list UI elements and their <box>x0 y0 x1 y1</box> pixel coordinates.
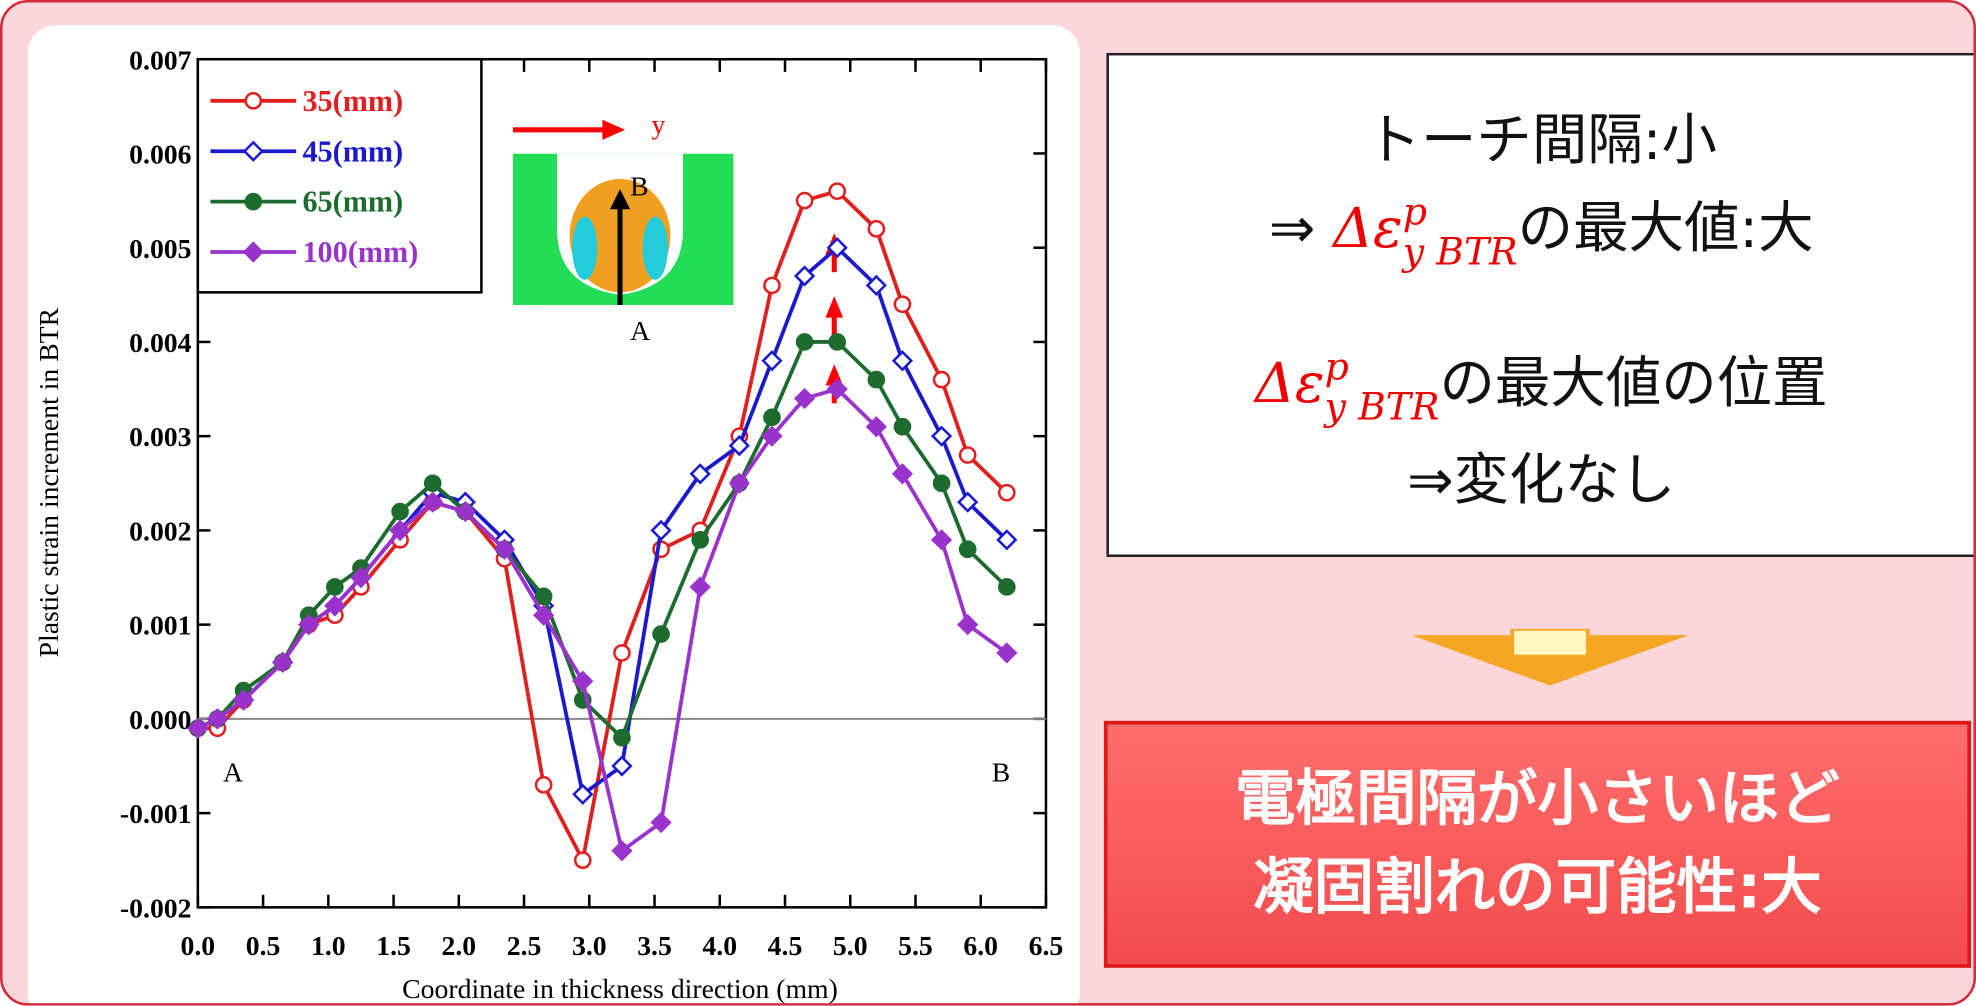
x-tick-label: 0.0 <box>181 930 216 961</box>
marker <box>393 504 408 519</box>
marker <box>425 476 440 491</box>
superscript: p <box>1403 193 1518 233</box>
marker <box>693 532 708 547</box>
y-tick-label: 0.002 <box>129 515 191 546</box>
inset-label: B <box>630 170 649 201</box>
x-tick-label: 3.0 <box>572 930 607 961</box>
marker <box>653 627 668 642</box>
x-tick-label: 6.0 <box>963 930 998 961</box>
marker <box>830 334 845 349</box>
legend-label: 65(mm) <box>302 185 403 219</box>
finding-text: ⇒変化なし <box>1407 435 1675 516</box>
y-axis-label: Plastic strain increment in BTR <box>33 307 64 657</box>
x-tick-label: 5.5 <box>898 930 933 961</box>
x-tick-label: 3.5 <box>637 930 672 961</box>
x-tick-label: 4.5 <box>768 930 803 961</box>
y-tick-label: 0.007 <box>129 44 192 75</box>
marker <box>691 578 709 596</box>
marker <box>933 427 951 445</box>
text: の最大値の位置 <box>1439 352 1827 416</box>
x-tick-label: 5.0 <box>833 930 868 961</box>
finding-text: トーチ間隔:小 <box>1366 95 1717 176</box>
x-tick-label: 0.5 <box>246 930 281 961</box>
marker <box>614 730 629 745</box>
marker <box>797 334 812 349</box>
marker <box>933 531 951 549</box>
inset-zone <box>643 217 668 280</box>
y-tick-label: -0.002 <box>120 892 192 923</box>
arrow <box>825 296 843 317</box>
legend-label: 35(mm) <box>302 84 403 118</box>
legend-marker <box>246 93 261 108</box>
marker <box>536 777 551 792</box>
y-tick-label: 0.004 <box>129 327 192 358</box>
text: ⇒ <box>1269 197 1333 261</box>
marker <box>960 447 975 462</box>
y-tick-label: 0.001 <box>129 610 191 641</box>
down-arrow <box>1411 629 1688 692</box>
marker <box>894 465 912 483</box>
marker <box>869 372 884 387</box>
legend-label: 45(mm) <box>302 134 403 168</box>
marker <box>934 372 949 387</box>
slide: Plastic strain increment in BTR Coordina… <box>0 0 1976 1006</box>
finding-text: Δεpy BTRの最大値の位置 <box>1255 338 1828 427</box>
x-tick-label: 1.0 <box>311 930 346 961</box>
inset: y B A <box>513 109 734 347</box>
marker <box>764 410 779 425</box>
subscript: y BTR <box>1325 388 1440 428</box>
conclusion-text: 凝固割れの可能性:大 <box>1253 844 1822 932</box>
point-label: B <box>992 756 1011 787</box>
marker <box>894 352 912 370</box>
y-tick-label: 0.003 <box>129 421 191 452</box>
superscript: p <box>1325 348 1440 388</box>
y-tick-label: 0.000 <box>129 704 191 735</box>
marker <box>999 579 1014 594</box>
marker <box>764 278 779 293</box>
y-tick-label: 0.005 <box>129 233 191 264</box>
series-line <box>198 248 1007 795</box>
arrow-shape <box>1512 629 1588 657</box>
legend-label: 100(mm) <box>302 235 418 269</box>
marker <box>895 297 910 312</box>
x-axis-label: Coordinate in thickness direction (mm) <box>402 973 838 1004</box>
series-line <box>198 342 1007 738</box>
marker <box>536 589 551 604</box>
marker <box>763 352 781 370</box>
marker <box>830 184 845 199</box>
marker <box>575 853 590 868</box>
x-tick-label: 2.0 <box>441 930 476 961</box>
inset-label: A <box>630 315 650 346</box>
conclusion-box: 電極間隔が小さいほど 凝固割れの可能性:大 <box>1104 721 1971 968</box>
y-tick-label: 0.006 <box>129 139 192 170</box>
inset-label: y <box>652 109 666 140</box>
marker <box>327 579 342 594</box>
conclusion-text: 電極間隔が小さいほど <box>1235 757 1840 845</box>
x-tick-label: 4.0 <box>702 930 737 961</box>
marker <box>934 476 949 491</box>
marker <box>869 221 884 236</box>
legend-marker <box>246 194 261 209</box>
x-tick-label: 6.5 <box>1029 930 1064 961</box>
inset-zone <box>572 217 597 280</box>
marker <box>614 645 629 660</box>
point-label: A <box>223 756 243 787</box>
subscript: y BTR <box>1403 233 1518 273</box>
marker <box>999 485 1014 500</box>
x-tick-label: 2.5 <box>507 930 542 961</box>
marker <box>960 542 975 557</box>
text: の最大値:大 <box>1518 197 1814 261</box>
x-tick-label: 1.5 <box>376 930 411 961</box>
symbol: Δε <box>1255 352 1325 416</box>
inset-y-arrow-head <box>602 120 625 140</box>
change-arrows <box>825 233 843 403</box>
marker <box>797 193 812 208</box>
symbol: Δε <box>1333 197 1403 261</box>
marker <box>895 419 910 434</box>
y-tick-label: -0.001 <box>120 798 192 829</box>
